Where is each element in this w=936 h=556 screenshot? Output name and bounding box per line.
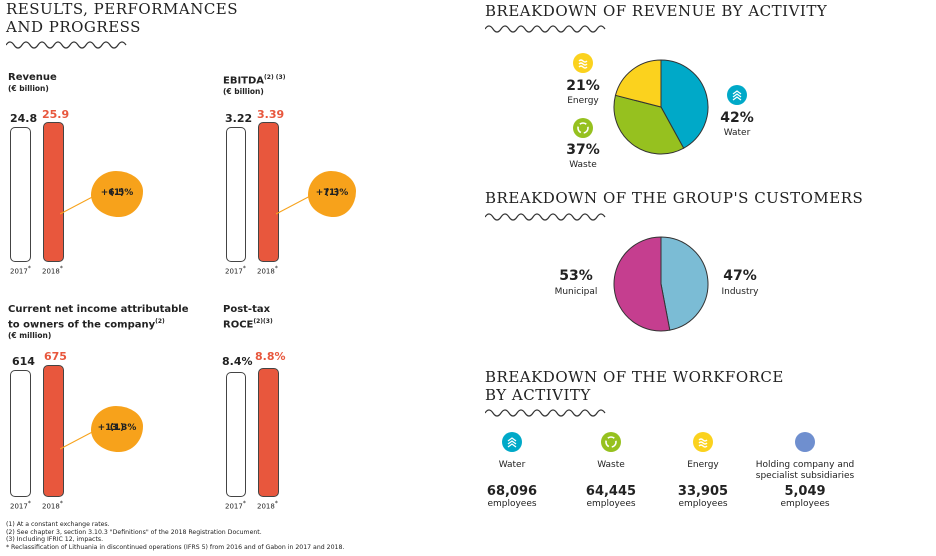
kpi-ebitda-cur-value: 3.39 (257, 108, 285, 121)
kpi-net-income: Current net income attributable to owner… (8, 304, 189, 341)
kpi-revenue-bar-2017 (10, 127, 31, 262)
kpi-ebitda-prev-value: 3.22 (225, 112, 253, 125)
revenue-water-label: Water (723, 128, 751, 138)
workforce-energy-unit: employees (678, 499, 728, 509)
kpi-ebitda-year-prev: 2017* (225, 265, 246, 276)
kpi-ebitda-bar-2017 (226, 127, 246, 262)
kpi-label: EBITDA(2) (3) (223, 74, 286, 87)
holding-dot-icon (795, 432, 815, 452)
results-title: RESULTS, PERFORMANCES AND PROGRESS (6, 0, 239, 36)
kpi-net-income-bar-2018 (43, 365, 64, 497)
customers-pie (613, 236, 709, 332)
revenue-waste-pct: 37% (566, 142, 600, 158)
kpi-unit: (€ billion) (8, 84, 49, 93)
kpi-roce-bar-2018 (258, 368, 279, 497)
kpi-revenue-cur-value: 25.9 (42, 108, 70, 121)
kpi-unit: (€ billion) (223, 87, 264, 97)
kpi-ebitda-bar-2018 (258, 122, 279, 262)
kpi-ebitda: EBITDA(2) (3) (€ billion) (223, 72, 285, 96)
kpi-roce: Post-tax ROCE(2)(3) (223, 304, 273, 331)
water-wave-icon (727, 85, 747, 105)
pie-slice-municipal (613, 236, 671, 332)
revenue-pie (613, 59, 709, 155)
pie-slice-industry (660, 236, 709, 331)
water-wave-icon (502, 432, 522, 452)
customers-title-underline (485, 213, 606, 221)
kpi-ebitda-growth-badge: +7.3% (1) (308, 171, 356, 217)
workforce-holding-label: Holding company and specialist subsidiar… (755, 460, 855, 481)
workforce-water-label: Water (498, 460, 526, 470)
kpi-ebitda-year-cur: 2018* (257, 265, 278, 276)
kpi-net-income-prev-value: 614 (12, 355, 35, 368)
workforce-energy-label: Energy (687, 460, 719, 470)
recycle-icon (601, 432, 621, 452)
kpi-revenue-year-cur: 2018* (42, 265, 63, 276)
workforce-waste-unit: employees (586, 499, 636, 509)
revenue-title-underline (485, 25, 606, 33)
customers-breakdown-title: BREAKDOWN OF THE GROUP'S CUSTOMERS (485, 189, 864, 207)
workforce-energy-count: 33,905 (677, 484, 729, 499)
workforce-waste-count: 64,445 (585, 484, 637, 499)
kpi-revenue-year-prev: 2017* (10, 265, 31, 276)
kpi-net-income-year-prev: 2017* (10, 500, 31, 511)
kpi-roce-cur-value: 8.8% (255, 350, 286, 363)
workforce-holding-count: 5,049 (784, 484, 826, 499)
kpi-net-income-growth-badge: +13.3% (1) (91, 406, 143, 452)
kpi-roce-year-prev: 2017* (225, 500, 246, 511)
kpi-ebitda-connector (276, 193, 315, 215)
revenue-water-pct: 42% (720, 110, 754, 126)
customers-municipal-pct: 53% (559, 268, 593, 284)
revenue-breakdown-title: BREAKDOWN OF REVENUE BY ACTIVITY (485, 2, 828, 20)
workforce-waste-label: Waste (597, 460, 625, 470)
kpi-net-income-bar-2017 (10, 370, 31, 497)
workforce-water-unit: employees (487, 499, 537, 509)
workforce-water-count: 68,096 (486, 484, 538, 499)
results-title-underline (6, 41, 127, 49)
kpi-net-income-year-cur: 2018* (42, 500, 63, 511)
kpi-revenue-prev-value: 24.8 (10, 112, 38, 125)
kpi-roce-prev-value: 8.4% (222, 355, 253, 368)
footnotes: (1) At a constant exchange rates. (2) Se… (6, 521, 345, 551)
kpi-revenue: Revenue (€ billion) (8, 72, 57, 93)
kpi-roce-bar-2017 (226, 372, 246, 497)
recycle-icon (573, 118, 593, 138)
workforce-breakdown-title: BREAKDOWN OF THE WORKFORCE BY ACTIVITY (485, 368, 784, 404)
kpi-revenue-growth-badge: +6.5% (1) (91, 171, 143, 217)
pie-slice-waste (613, 94, 685, 155)
kpi-roce-year-cur: 2018* (257, 500, 278, 511)
workforce-holding-unit: employees (780, 499, 830, 509)
pie-slice-water (660, 59, 709, 149)
customers-industry-label: Industry (721, 287, 759, 297)
customers-municipal-label: Municipal (554, 287, 598, 297)
pie-slice-energy (614, 59, 662, 108)
kpi-unit: (€ million) (8, 331, 52, 341)
customers-industry-pct: 47% (723, 268, 757, 284)
kpi-net-income-cur-value: 675 (44, 350, 67, 363)
kpi-revenue-bar-2018 (43, 122, 64, 262)
revenue-energy-label: Energy (567, 96, 599, 106)
energy-wave-icon (573, 53, 593, 73)
revenue-energy-pct: 21% (566, 78, 600, 94)
energy-wave-icon (693, 432, 713, 452)
revenue-waste-label: Waste (569, 160, 597, 170)
workforce-title-underline (485, 409, 606, 417)
kpi-label: Revenue (8, 72, 57, 83)
